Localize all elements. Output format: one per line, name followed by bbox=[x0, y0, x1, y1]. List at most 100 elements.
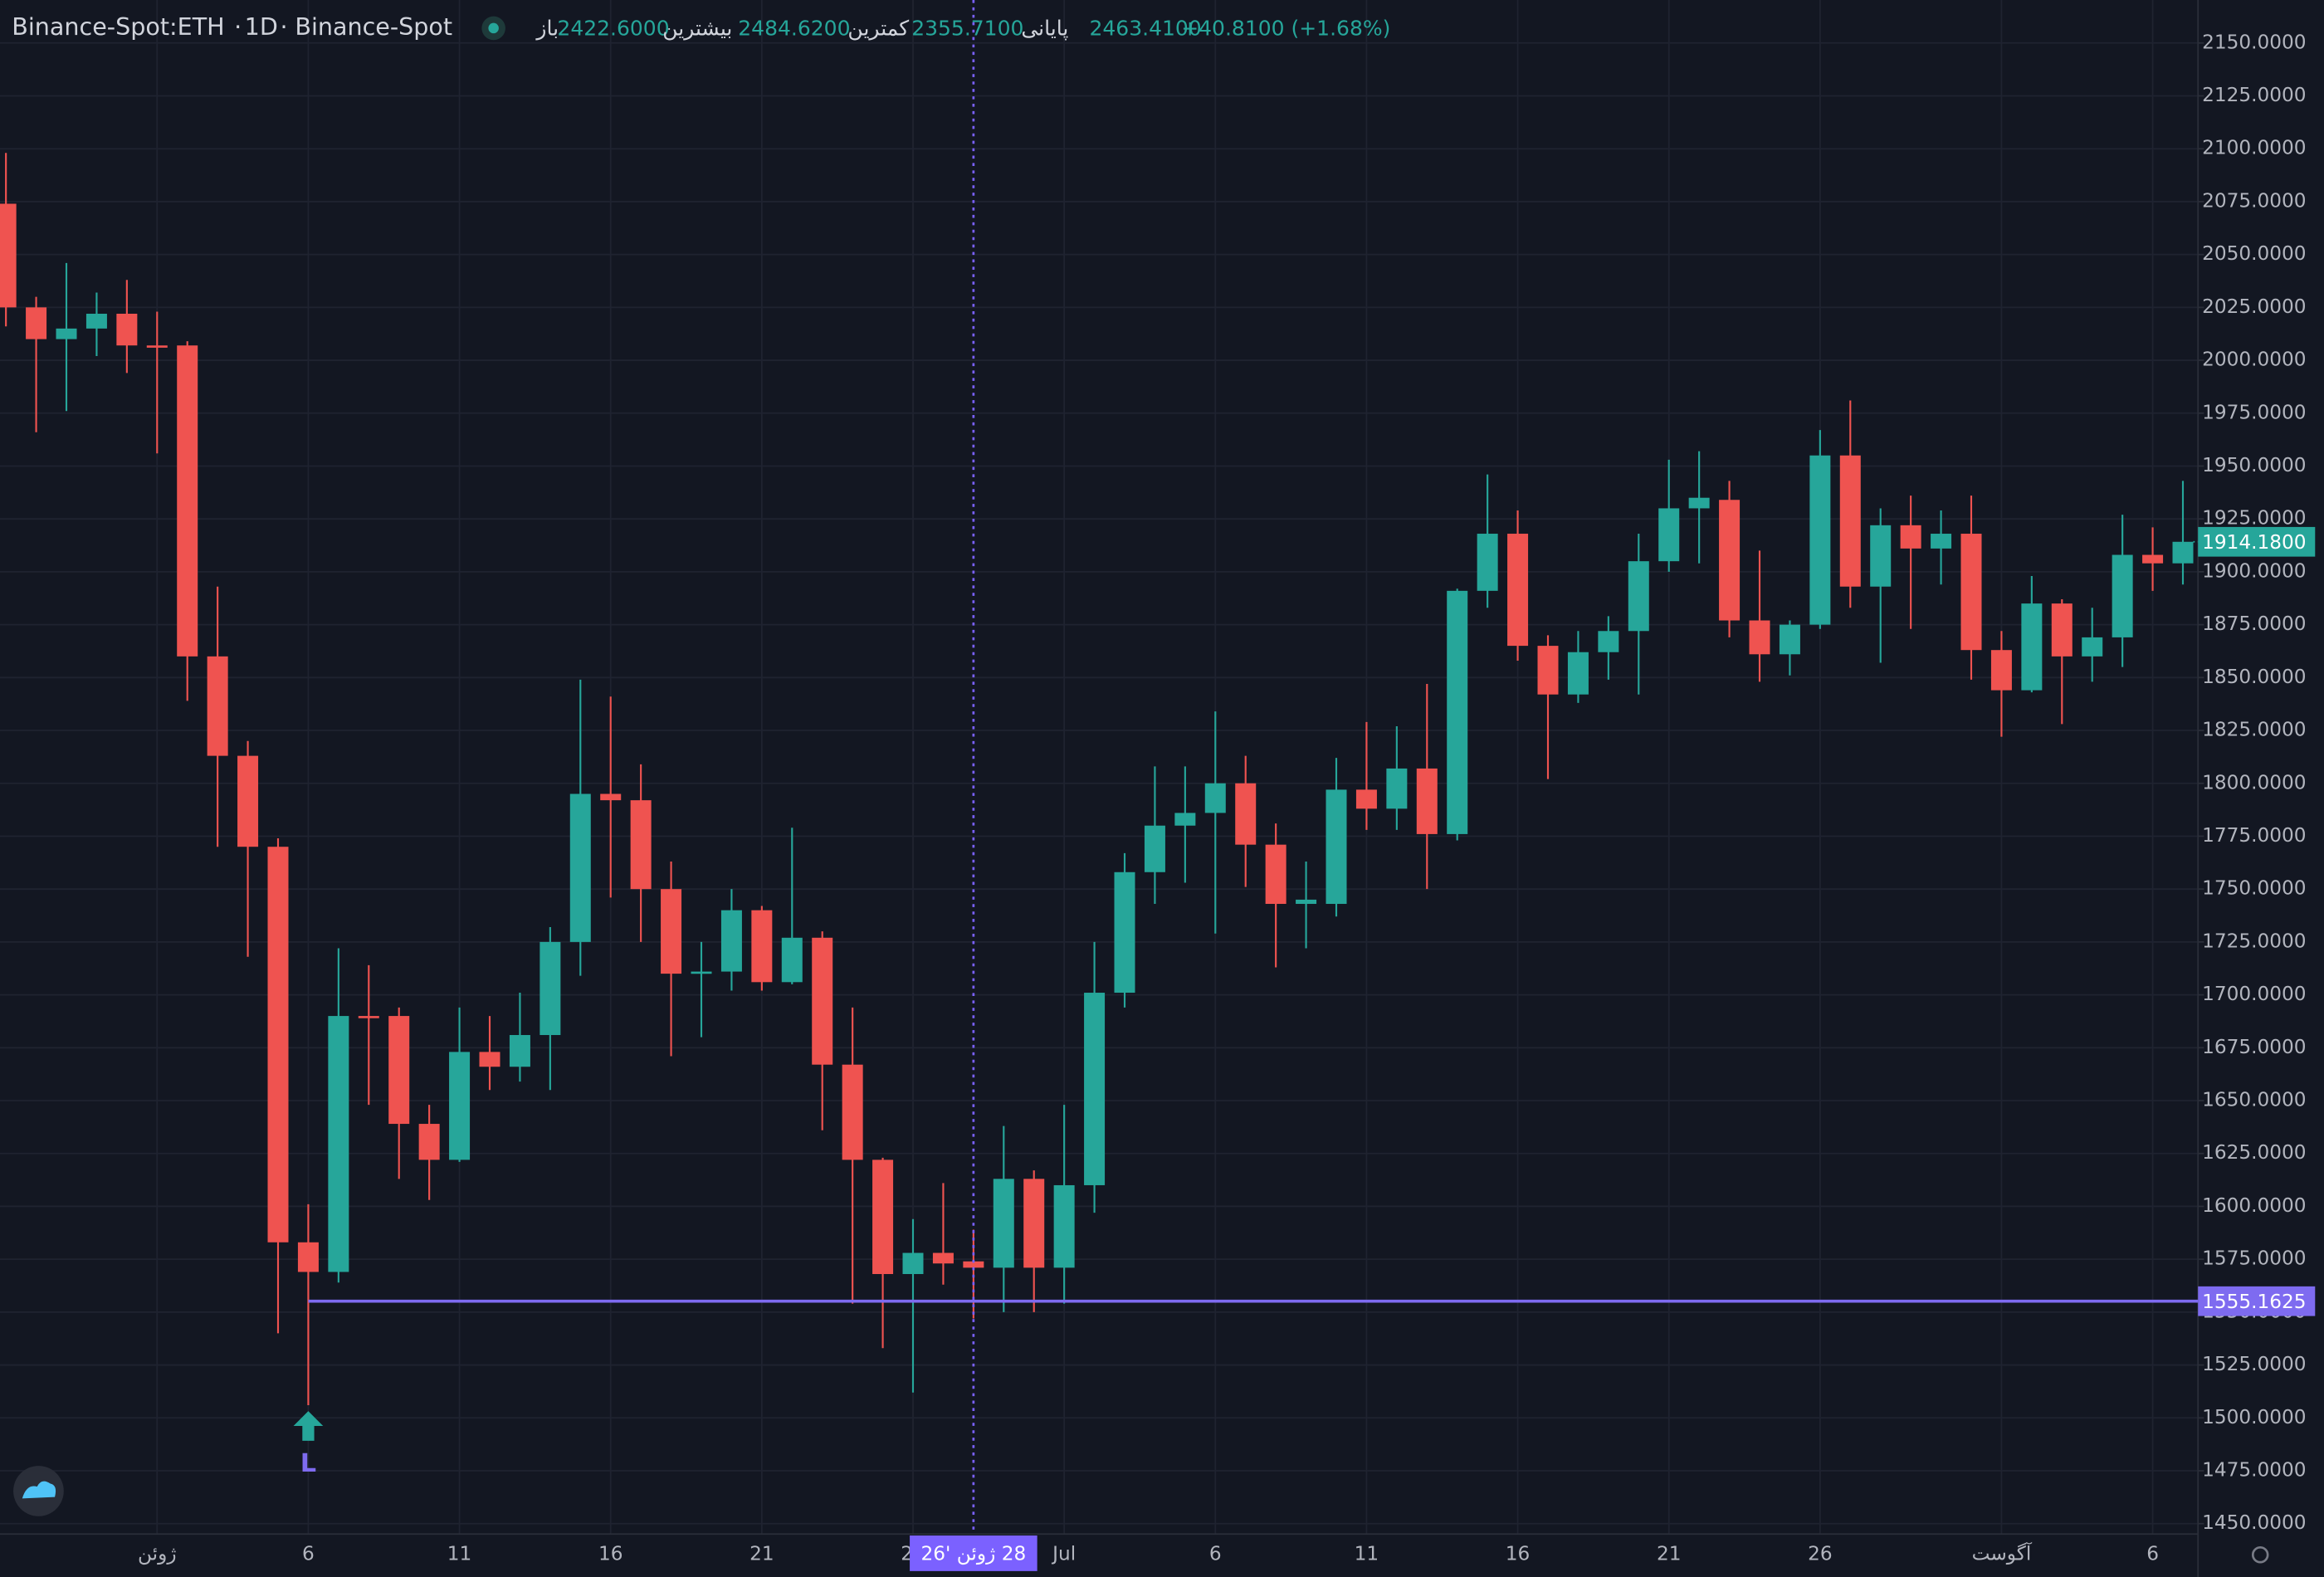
marker-arrow bbox=[293, 1411, 324, 1441]
x-tick-label: 26 bbox=[1808, 1543, 1833, 1565]
legend-label: کمترین bbox=[847, 17, 909, 41]
candle-body bbox=[540, 941, 561, 1036]
candle-body bbox=[328, 1016, 349, 1272]
candle-body bbox=[1688, 497, 1710, 509]
candle-body bbox=[1628, 561, 1649, 632]
legend-label: بیشترین bbox=[662, 17, 732, 41]
y-tick-label: 1650.0000 bbox=[2202, 1089, 2306, 1111]
overlay: 1555.1625 1914.1800 L 28 ژوئن '26 bbox=[293, 0, 2316, 1571]
y-tick-label: 2075.0000 bbox=[2202, 189, 2306, 212]
candle-body bbox=[661, 889, 682, 974]
candle-body bbox=[1900, 525, 1921, 549]
candle-body bbox=[1416, 768, 1438, 834]
last-price-label: 1914.1800 bbox=[2202, 531, 2306, 554]
horizontal-line-label: 1555.1625 bbox=[2202, 1291, 2306, 1313]
candle-body bbox=[812, 937, 833, 1065]
candle-body bbox=[1326, 789, 1347, 905]
candle-body bbox=[1658, 508, 1680, 562]
y-tick-label: 2000.0000 bbox=[2202, 349, 2306, 371]
candle-body bbox=[1507, 534, 1529, 647]
candle-body bbox=[146, 345, 168, 348]
candle-body bbox=[1749, 620, 1770, 655]
candle-body bbox=[1114, 872, 1135, 994]
y-tick-label: 1950.0000 bbox=[2202, 454, 2306, 476]
plot bbox=[0, 153, 2194, 1406]
symbol: Binance-Spot:ETH bbox=[12, 12, 224, 41]
candle-body bbox=[902, 1252, 924, 1274]
settings-icon[interactable] bbox=[2251, 1545, 2269, 1564]
candle-body bbox=[1719, 500, 1741, 621]
legend-label: باز bbox=[535, 17, 559, 41]
legend-change: +40.8100 (+1.68%) bbox=[1181, 17, 1390, 41]
y-tick-label: 2100.0000 bbox=[2202, 137, 2306, 159]
candle-body bbox=[237, 755, 259, 847]
candle-body bbox=[2142, 554, 2164, 564]
y-tick-label: 1775.0000 bbox=[2202, 824, 2306, 847]
candle-body bbox=[418, 1124, 440, 1160]
candle-body bbox=[600, 793, 622, 801]
status-dot bbox=[488, 22, 499, 34]
candle-body bbox=[26, 307, 47, 339]
y-tick-label: 1750.0000 bbox=[2202, 877, 2306, 900]
y-tick-label: 1825.0000 bbox=[2202, 719, 2306, 741]
candle-body bbox=[1537, 646, 1559, 695]
x-tick-label: ژوئن bbox=[138, 1543, 177, 1565]
candle-body bbox=[1023, 1179, 1045, 1268]
candle-body bbox=[1990, 650, 2012, 691]
candle-body bbox=[56, 328, 77, 339]
candle-body bbox=[1779, 624, 1800, 655]
candle-body bbox=[1386, 768, 1408, 809]
x-tick-label: 21 bbox=[1657, 1543, 1682, 1565]
y-tick-label: 2150.0000 bbox=[2202, 31, 2306, 53]
y-tick-label: 2025.0000 bbox=[2202, 295, 2306, 318]
logo-cloud[interactable] bbox=[22, 1481, 56, 1499]
y-tick-label: 1725.0000 bbox=[2202, 930, 2306, 952]
candle-body bbox=[388, 1016, 410, 1125]
legend-value: 2355.7100 bbox=[911, 17, 1023, 41]
legend-value: 2463.4100 bbox=[1090, 17, 1202, 41]
candle-body bbox=[297, 1242, 319, 1272]
candle-body bbox=[781, 937, 803, 983]
y-tick-label: 1700.0000 bbox=[2202, 983, 2306, 1005]
y-tick-label: 1500.0000 bbox=[2202, 1406, 2306, 1428]
y-tick-label: 1625.0000 bbox=[2202, 1141, 2306, 1164]
candle-body bbox=[1447, 590, 1468, 834]
logo[interactable] bbox=[13, 1466, 64, 1516]
x-tick-label: 21 bbox=[749, 1543, 774, 1565]
candle-body bbox=[267, 847, 289, 1243]
exchange: Binance-Spot bbox=[295, 12, 452, 41]
x-tick-label: 6 bbox=[1209, 1543, 1222, 1565]
candle-body bbox=[1598, 631, 1619, 652]
candle-body bbox=[1809, 455, 1831, 625]
candle-body bbox=[1053, 1184, 1075, 1268]
candle-body bbox=[1084, 993, 1106, 1185]
candle-body bbox=[932, 1252, 954, 1264]
candle-body bbox=[2112, 554, 2133, 637]
y-tick-label: 1575.0000 bbox=[2202, 1247, 2306, 1270]
candle-body bbox=[691, 971, 712, 974]
candle-body bbox=[1144, 825, 1165, 872]
candle-body bbox=[842, 1064, 863, 1160]
candle-body bbox=[872, 1160, 894, 1274]
candle-body bbox=[358, 1016, 379, 1018]
candle-body bbox=[963, 1261, 984, 1268]
candle-body bbox=[1235, 783, 1257, 845]
candle-body bbox=[1265, 844, 1286, 905]
y-tick-label: 1875.0000 bbox=[2202, 613, 2306, 635]
y-tick-label: 1975.0000 bbox=[2202, 401, 2306, 423]
candle-body bbox=[993, 1179, 1014, 1268]
legend-value: 2484.6200 bbox=[738, 17, 850, 41]
candle-body bbox=[509, 1035, 530, 1067]
separator: · bbox=[281, 12, 288, 41]
x-tick-label: Jul bbox=[1051, 1543, 1076, 1565]
horizontal-line-label-bg bbox=[2198, 1286, 2316, 1316]
marker-label: L bbox=[300, 1449, 316, 1478]
candle-body bbox=[2051, 603, 2073, 657]
x-tick-label: 16 bbox=[598, 1543, 623, 1565]
candle-body bbox=[0, 203, 17, 308]
y-tick-label: 2125.0000 bbox=[2202, 84, 2306, 106]
y-tick-label: 1475.0000 bbox=[2202, 1459, 2306, 1482]
x-tick-label: 11 bbox=[447, 1543, 472, 1565]
candle-body bbox=[2172, 541, 2194, 564]
